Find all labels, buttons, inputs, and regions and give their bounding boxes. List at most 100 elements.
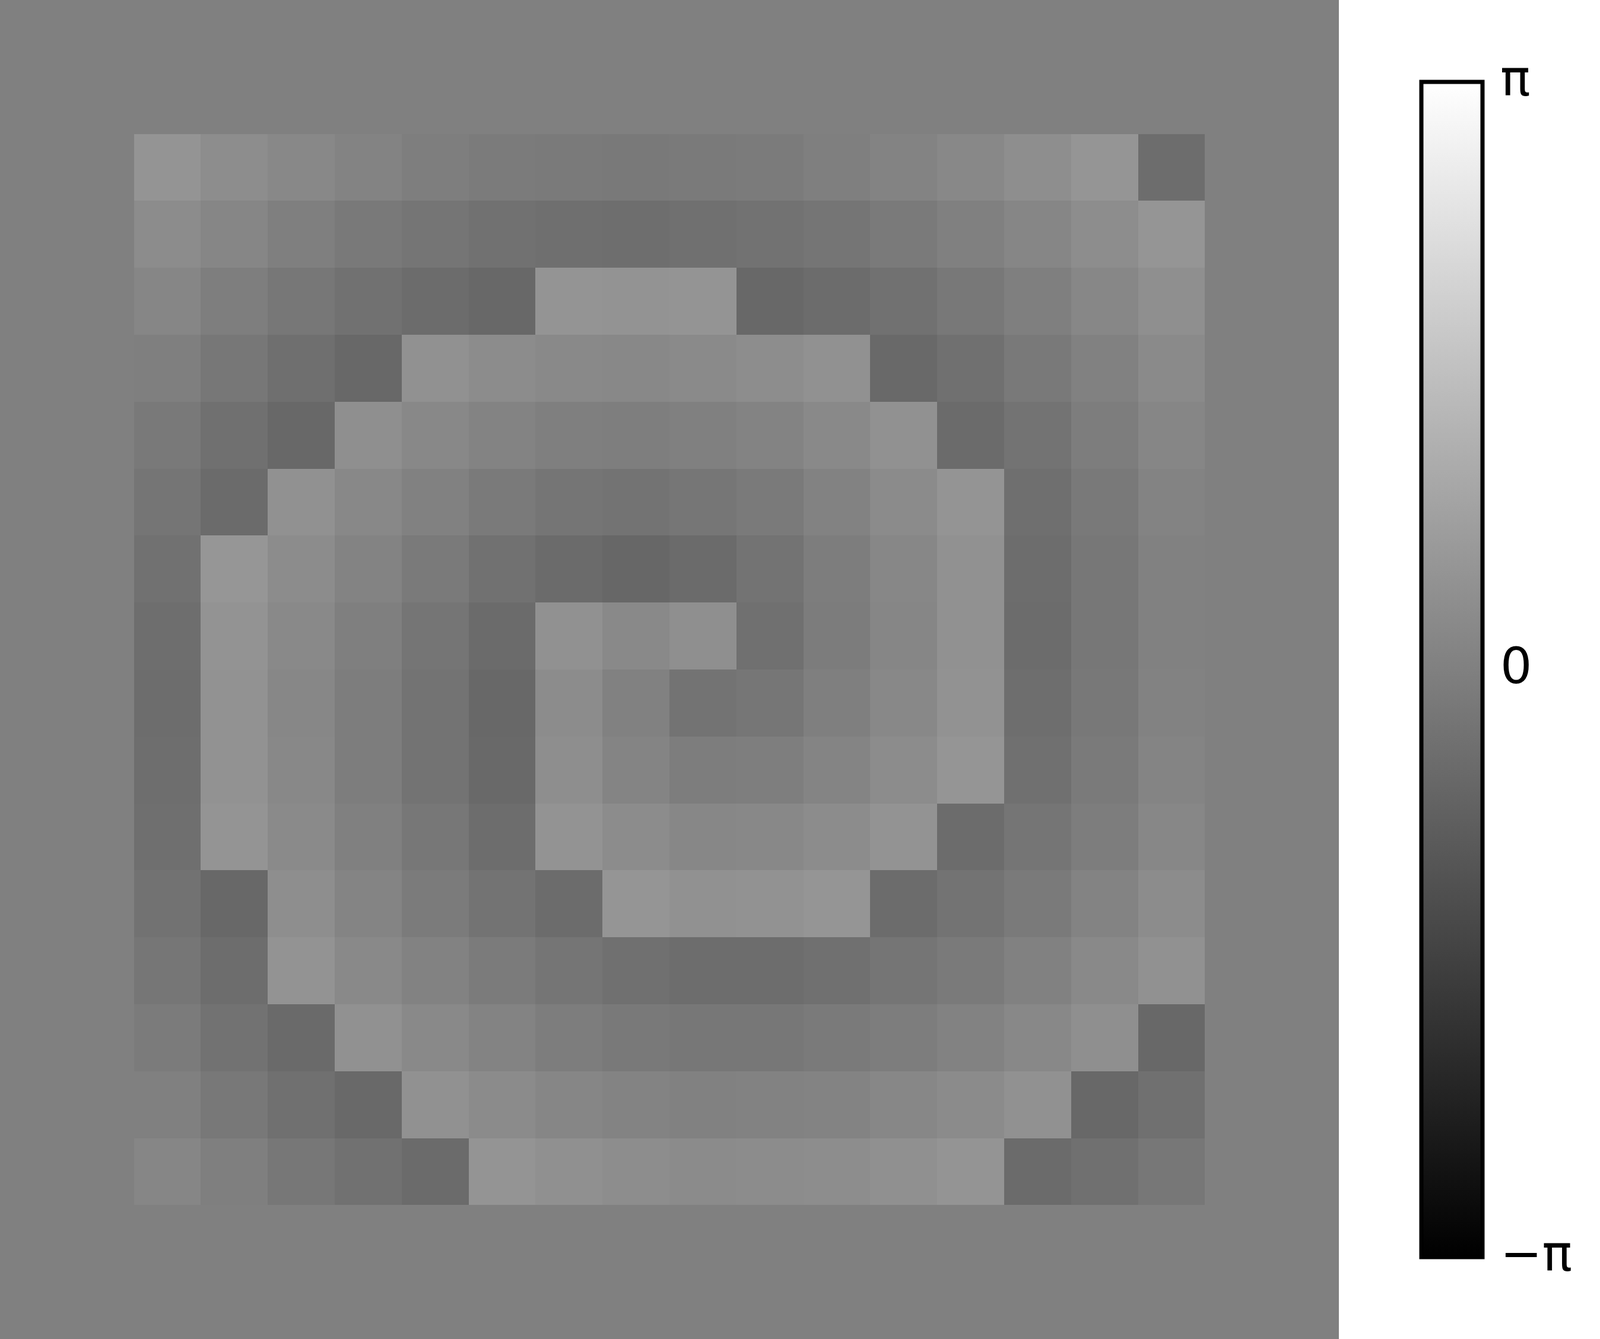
heatmap-cell — [1271, 1138, 1339, 1206]
heatmap-cell — [602, 401, 670, 469]
heatmap-cell — [67, 602, 135, 670]
heatmap-cell — [602, 67, 670, 135]
heatmap-cell — [334, 1204, 402, 1272]
heatmap-cell — [1004, 1138, 1072, 1206]
heatmap-cell — [736, 803, 804, 871]
heatmap-cell — [535, 0, 603, 68]
heatmap-cell — [1071, 736, 1139, 804]
heatmap-cell — [1204, 736, 1272, 804]
heatmap-cell — [736, 937, 804, 1005]
heatmap-cell — [1271, 401, 1339, 469]
heatmap-cell — [267, 602, 335, 670]
heatmap-cell — [602, 1271, 670, 1339]
heatmap-cell — [200, 468, 268, 536]
heatmap-cell — [134, 1138, 202, 1206]
heatmap-cell — [1138, 334, 1206, 402]
heatmap-cell — [535, 870, 603, 938]
heatmap-cell — [937, 134, 1005, 202]
heatmap-cell — [1004, 67, 1072, 135]
colorbar-tick-label: 0 — [1500, 636, 1532, 695]
heatmap-cell — [803, 67, 871, 135]
heatmap-cell — [134, 736, 202, 804]
heatmap-cell — [1071, 1004, 1139, 1072]
heatmap-cell — [0, 535, 68, 603]
heatmap-cell — [401, 0, 469, 68]
heatmap-cell — [602, 468, 670, 536]
heatmap-cell — [937, 602, 1005, 670]
heatmap-cell — [67, 0, 135, 68]
heatmap-cell — [334, 602, 402, 670]
heatmap-cell — [736, 267, 804, 335]
heatmap-cell — [870, 669, 938, 737]
heatmap-cell — [937, 67, 1005, 135]
heatmap-cell — [803, 0, 871, 68]
heatmap — [0, 0, 1339, 1339]
heatmap-cell — [803, 803, 871, 871]
heatmap-cell — [334, 803, 402, 871]
chart: −π0π — [0, 0, 1600, 1339]
heatmap-cell — [602, 870, 670, 938]
heatmap-cell — [468, 200, 536, 268]
heatmap-cell — [803, 937, 871, 1005]
heatmap-cell — [1204, 401, 1272, 469]
heatmap-cell — [669, 937, 737, 1005]
heatmap-cell — [736, 468, 804, 536]
heatmap-cell — [602, 1138, 670, 1206]
heatmap-cell — [334, 334, 402, 402]
heatmap-cell — [67, 200, 135, 268]
heatmap-cell — [669, 669, 737, 737]
heatmap-cell — [200, 1271, 268, 1339]
heatmap-cell — [200, 67, 268, 135]
heatmap-cell — [602, 736, 670, 804]
heatmap-cell — [134, 0, 202, 68]
heatmap-cell — [134, 602, 202, 670]
heatmap-cell — [67, 1004, 135, 1072]
heatmap-cell — [1071, 1271, 1139, 1339]
heatmap-cell — [1271, 937, 1339, 1005]
heatmap-cell — [870, 870, 938, 938]
heatmap-cell — [134, 535, 202, 603]
heatmap-cell — [803, 267, 871, 335]
heatmap-cell — [200, 535, 268, 603]
heatmap-cell — [736, 0, 804, 68]
heatmap-cell — [468, 803, 536, 871]
heatmap-cell — [669, 870, 737, 938]
heatmap-cell — [870, 1138, 938, 1206]
heatmap-cell — [602, 535, 670, 603]
heatmap-cell — [535, 67, 603, 135]
heatmap-cell — [602, 669, 670, 737]
heatmap-cell — [1204, 468, 1272, 536]
heatmap-cell — [1138, 1071, 1206, 1139]
heatmap-cell — [535, 1271, 603, 1339]
heatmap-cell — [401, 803, 469, 871]
heatmap-cell — [468, 870, 536, 938]
heatmap-cell — [134, 67, 202, 135]
heatmap-cell — [334, 535, 402, 603]
heatmap-cell — [535, 1071, 603, 1139]
heatmap-cell — [1138, 468, 1206, 536]
heatmap-cell — [1004, 1071, 1072, 1139]
heatmap-cell — [1271, 468, 1339, 536]
heatmap-cell — [803, 134, 871, 202]
heatmap-cell — [67, 1271, 135, 1339]
heatmap-cell — [535, 1004, 603, 1072]
heatmap-cell — [602, 1204, 670, 1272]
heatmap-cell — [1271, 1071, 1339, 1139]
heatmap-cell — [535, 803, 603, 871]
heatmap-cell — [67, 1138, 135, 1206]
heatmap-cell — [669, 200, 737, 268]
heatmap-cell — [937, 1138, 1005, 1206]
heatmap-cell — [334, 468, 402, 536]
heatmap-cell — [0, 870, 68, 938]
heatmap-cell — [468, 1004, 536, 1072]
heatmap-cell — [0, 1271, 68, 1339]
heatmap-cell — [1071, 602, 1139, 670]
heatmap-cell — [401, 1004, 469, 1072]
heatmap-cell — [1004, 937, 1072, 1005]
heatmap-cell — [602, 602, 670, 670]
heatmap-cell — [669, 736, 737, 804]
heatmap-cell — [67, 1071, 135, 1139]
heatmap-cell — [67, 1204, 135, 1272]
heatmap-cell — [468, 937, 536, 1005]
heatmap-cell — [401, 1204, 469, 1272]
